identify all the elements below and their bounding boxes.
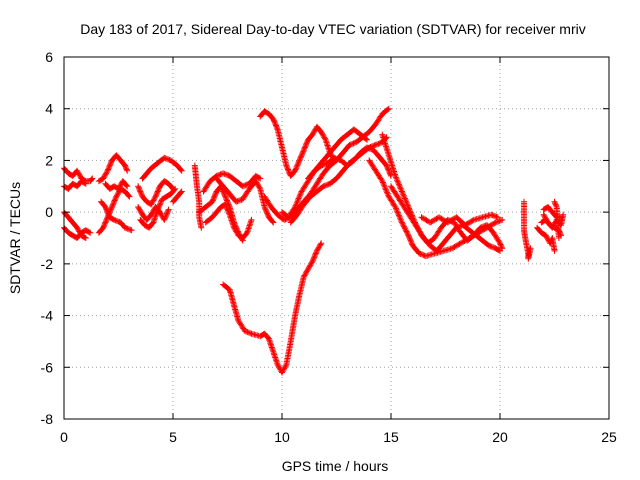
- x-axis-label: GPS time / hours: [282, 458, 389, 474]
- x-tick-label: 10: [274, 429, 290, 445]
- y-tick-label: 0: [45, 204, 53, 220]
- point-marks: [191, 162, 205, 231]
- series-29: [534, 224, 558, 254]
- series-26: [388, 183, 503, 254]
- series-1: [61, 178, 89, 192]
- series-19: [257, 108, 338, 179]
- plot-frame: [63, 56, 610, 420]
- grid-lines: [64, 57, 609, 419]
- point-marks: [200, 170, 264, 195]
- point-marks: [170, 188, 185, 205]
- x-tick-label: 20: [492, 429, 508, 445]
- point-marks: [521, 198, 534, 262]
- series-25: [379, 131, 506, 252]
- x-tick-label: 0: [60, 429, 68, 445]
- y-tick-label: -2: [41, 256, 54, 272]
- point-marks: [61, 178, 89, 192]
- point-marks: [202, 201, 255, 241]
- point-marks: [379, 131, 506, 252]
- y-tick-label: -4: [41, 308, 54, 324]
- point-marks: [102, 178, 131, 192]
- series-18: [220, 240, 325, 376]
- point-marks: [257, 108, 338, 179]
- y-tick-label: 4: [45, 101, 53, 117]
- series-23: [305, 144, 394, 182]
- point-marks: [551, 198, 562, 241]
- point-marks: [418, 211, 501, 229]
- series-28: [521, 198, 534, 262]
- series-27: [418, 211, 501, 229]
- series-16: [202, 201, 255, 241]
- point-marks: [534, 224, 558, 254]
- point-marks: [220, 240, 325, 376]
- series-7: [102, 178, 131, 192]
- series-11: [139, 154, 185, 182]
- series-10: [137, 185, 179, 231]
- x-tick-label: 5: [169, 429, 177, 445]
- point-marks: [135, 178, 176, 208]
- series-8: [135, 178, 176, 208]
- point-marks: [137, 185, 179, 231]
- y-tick-label: 6: [45, 49, 53, 65]
- series-13: [191, 162, 205, 231]
- point-marks: [305, 144, 394, 182]
- axis-ticks: [63, 56, 610, 420]
- y-axis-label: SDTVAR / TECUs: [7, 182, 23, 294]
- point-marks: [61, 165, 96, 185]
- x-tick-label: 25: [601, 429, 617, 445]
- series-0: [61, 165, 96, 185]
- y-tick-label: 2: [45, 152, 53, 168]
- y-tick-label: -8: [41, 411, 54, 427]
- series-4: [95, 152, 131, 185]
- point-marks: [139, 154, 185, 182]
- series-33: [551, 198, 562, 241]
- series-17: [213, 175, 277, 226]
- chart-title: Day 183 of 2017, Sidereal Day-to-day VTE…: [80, 21, 585, 37]
- y-tick-label: -6: [41, 359, 54, 375]
- point-marks: [213, 175, 277, 226]
- x-tick-labels: 0 5 10 15 20 25: [60, 429, 617, 445]
- y-tick-labels: -8 -6 -4 -2 0 2 4 6: [41, 49, 54, 427]
- point-marks: [388, 183, 503, 254]
- x-tick-label: 15: [383, 429, 399, 445]
- data-points: [61, 105, 567, 376]
- series-12: [170, 188, 185, 205]
- point-marks: [95, 152, 131, 185]
- series-14: [200, 170, 264, 195]
